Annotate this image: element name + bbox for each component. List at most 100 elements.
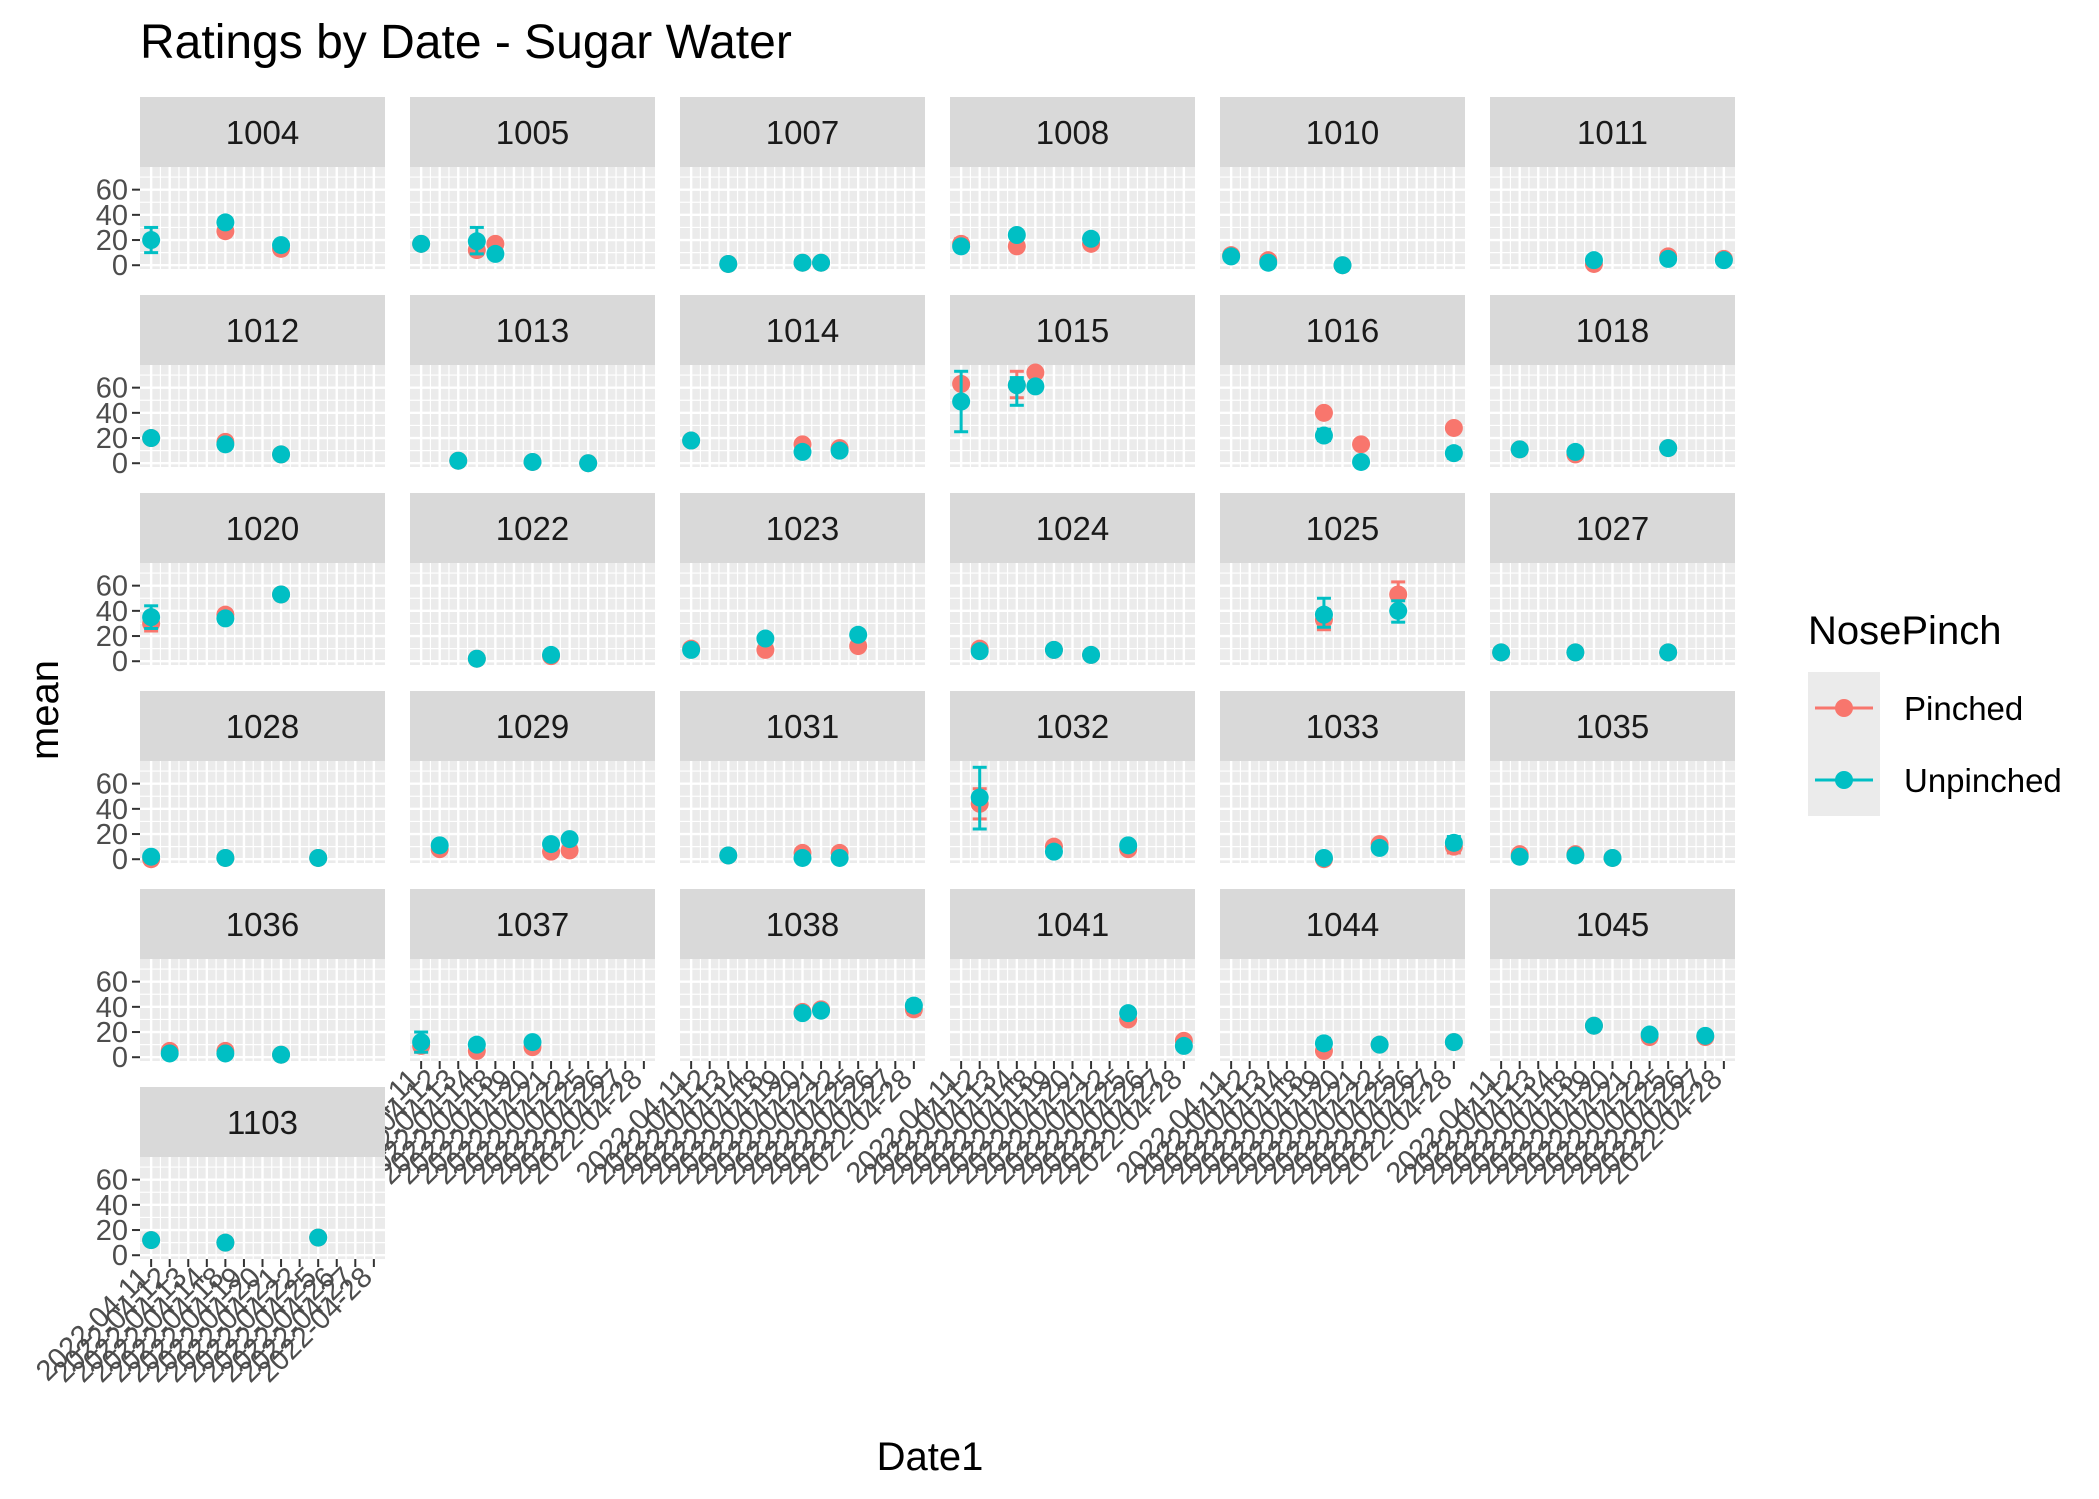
y-tick-label: 0 — [112, 448, 128, 480]
facet-panel-1103: 110302040602022-04-112022-04-122022-04-1… — [30, 1087, 385, 1389]
data-point-unpinched — [1444, 1033, 1463, 1052]
data-point-unpinched — [1492, 643, 1511, 662]
data-point-unpinched — [793, 1004, 812, 1023]
facet-strip — [140, 97, 385, 167]
facet-strip — [410, 493, 655, 563]
facet-strip — [410, 97, 655, 167]
data-point-unpinched — [970, 642, 989, 661]
data-point-unpinched — [216, 1044, 235, 1063]
data-point-unpinched — [1314, 426, 1333, 445]
facet-panel-1010: 1010 — [1220, 97, 1465, 275]
facet-strip — [1220, 493, 1465, 563]
facet-label: 1028 — [226, 708, 299, 745]
y-tick-label: 60 — [96, 769, 128, 801]
data-point-unpinched — [719, 846, 738, 865]
data-point-unpinched — [309, 1228, 328, 1247]
data-point-unpinched — [812, 253, 831, 272]
facet-strip — [1490, 889, 1735, 959]
data-point-unpinched — [1696, 1026, 1715, 1045]
facet-strip — [950, 97, 1195, 167]
facet-label: 1041 — [1036, 906, 1109, 943]
data-point-unpinched — [160, 1044, 179, 1063]
data-point-unpinched — [1007, 226, 1026, 244]
data-point-unpinched — [1082, 645, 1101, 664]
facet-panel-1008: 1008 — [950, 97, 1195, 269]
data-point-unpinched — [793, 442, 812, 461]
data-point-unpinched — [467, 649, 486, 668]
data-point-unpinched — [1044, 842, 1063, 861]
facet-label: 1011 — [1577, 114, 1648, 151]
facet-strip — [1490, 691, 1735, 761]
facet-label: 1103 — [227, 1104, 298, 1141]
data-point-unpinched — [523, 452, 542, 471]
facet-label: 1045 — [1576, 906, 1649, 943]
data-point-unpinched — [830, 848, 849, 867]
facet-strip — [410, 295, 655, 365]
facet-label: 1014 — [766, 312, 839, 349]
facet-label: 1023 — [766, 510, 839, 547]
facet-panel-1033: 1033 — [1220, 691, 1465, 869]
legend-label: Pinched — [1904, 690, 2023, 727]
data-point-unpinched — [793, 253, 812, 272]
data-point-pinched — [1026, 363, 1045, 382]
y-tick-label: 0 — [112, 1240, 128, 1272]
data-point-unpinched — [309, 848, 328, 867]
legend-key-point — [1835, 771, 1853, 789]
data-point-unpinched — [523, 1033, 542, 1052]
facet-strip — [1490, 97, 1735, 167]
y-tick-label: 60 — [96, 571, 128, 603]
data-point-unpinched — [812, 1001, 831, 1020]
facet-strip — [680, 493, 925, 563]
facet-panel-1035: 1035 — [1490, 691, 1735, 867]
facet-panel-1027: 1027 — [1490, 493, 1735, 665]
facet-label: 1022 — [496, 510, 569, 547]
legend-entry-pinched: Pinched — [1808, 672, 2023, 744]
data-point-unpinched — [1044, 640, 1063, 659]
data-point-unpinched — [1566, 846, 1585, 865]
data-point-unpinched — [216, 435, 235, 454]
legend-entry-unpinched: Unpinched — [1808, 744, 2062, 816]
facet-label: 1005 — [496, 114, 569, 151]
facet-strip — [140, 493, 385, 563]
data-point-unpinched — [272, 1045, 291, 1064]
data-point-unpinched — [1370, 1035, 1389, 1054]
legend-label: Unpinched — [1904, 762, 2062, 799]
facet-label: 1004 — [226, 114, 299, 151]
data-point-unpinched — [142, 231, 161, 250]
y-tick-label: 40 — [96, 200, 128, 232]
data-point-unpinched — [412, 1033, 431, 1052]
facet-strip — [1490, 295, 1735, 365]
y-tick-label: 20 — [96, 1017, 128, 1049]
data-point-unpinched — [1352, 452, 1371, 471]
data-point-unpinched — [1584, 251, 1603, 270]
data-point-unpinched — [1659, 439, 1678, 458]
facet-strip — [1220, 295, 1465, 365]
facet-label: 1007 — [766, 114, 839, 151]
data-point-unpinched — [1510, 440, 1529, 459]
y-tick-label: 0 — [112, 844, 128, 876]
facet-label: 1031 — [766, 708, 839, 745]
data-point-unpinched — [272, 236, 291, 255]
facet-label: 1032 — [1036, 708, 1109, 745]
facet-label: 1027 — [1576, 510, 1649, 547]
data-point-pinched — [1444, 418, 1463, 437]
y-tick-label: 60 — [96, 175, 128, 207]
facet-label: 1010 — [1306, 114, 1379, 151]
data-point-unpinched — [272, 585, 291, 604]
data-point-unpinched — [793, 848, 812, 867]
data-point-unpinched — [1444, 833, 1463, 852]
data-point-unpinched — [216, 848, 235, 867]
data-point-unpinched — [719, 254, 738, 273]
data-point-unpinched — [1119, 1004, 1138, 1023]
facet-strip — [410, 889, 655, 959]
data-point-unpinched — [216, 1233, 235, 1252]
data-point-unpinched — [1640, 1025, 1659, 1044]
data-point-unpinched — [467, 1035, 486, 1054]
facet-strip — [140, 1087, 385, 1157]
facet-panel-1029: 1029 — [410, 691, 655, 863]
y-tick-label: 0 — [112, 1042, 128, 1074]
data-point-unpinched — [1714, 251, 1733, 270]
y-tick-label: 0 — [112, 250, 128, 282]
